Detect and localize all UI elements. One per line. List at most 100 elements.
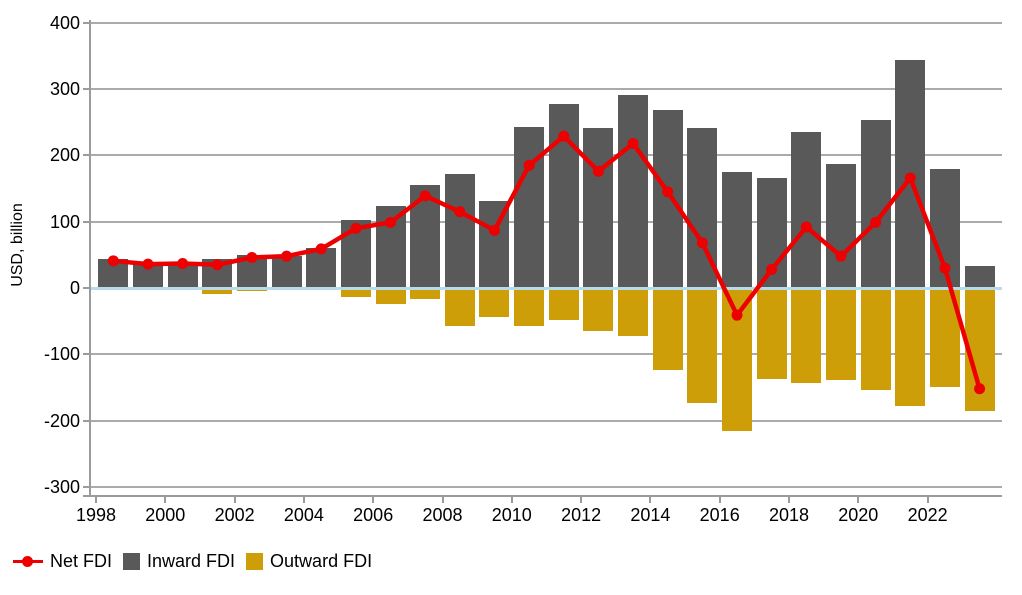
x-tick-mark-1998 [95,495,97,503]
legend-label-inward: Inward FDI [147,550,236,571]
y-axis-line [89,20,91,497]
legend-item-outward: Outward FDI [246,551,372,572]
x-tick-label-2006: 2006 [353,505,394,525]
outward-bar-2015 [687,288,718,404]
gridline--300 [90,485,1002,488]
legend-item-net: Net FDI [13,551,112,572]
net-fdi-point-2007 [419,190,431,202]
gridline-200 [90,154,1002,157]
x-tick-label-2012: 2012 [561,505,602,525]
y-tick-mark-0 [83,287,90,289]
outward-bar-2001 [202,288,233,294]
inward-fdi-swatch-icon [123,552,141,570]
net-fdi-point-2015 [696,237,708,249]
x-tick-label-2004: 2004 [283,505,324,525]
x-tick-mark-2020 [857,495,860,503]
net-fdi-point-2006 [385,216,397,228]
net-fdi-point-2000 [177,257,189,269]
y-tick-mark--200 [83,419,90,422]
x-tick-label-2018: 2018 [768,505,810,525]
y-tick-label-400: 400 [49,12,80,33]
y-tick-label-100: 100 [49,211,80,232]
net-fdi-point-2003 [281,250,293,262]
gridline-400 [90,21,1002,24]
zero-baseline [90,287,1002,290]
net-fdi-point-2009 [488,224,500,236]
outward-fdi-swatch-icon [246,552,264,570]
outward-bar-2013 [618,288,649,337]
net-fdi-point-1998 [107,255,119,267]
net-fdi-point-2001 [211,259,223,271]
x-tick-label-2020: 2020 [838,505,879,525]
net-fdi-point-2023 [974,383,986,395]
y-tick-mark-300 [83,88,90,91]
legend-label-net: Net FDI [50,550,113,571]
x-tick-mark-2022 [926,495,929,503]
x-tick-mark-2006 [372,495,375,503]
outward-bar-2019 [825,288,856,381]
outward-bar-2011 [548,288,579,320]
x-tick-mark-2010 [510,495,513,503]
chart-legend: Net FDI Inward FDI Outward FDI [13,550,372,572]
y-tick-label--100: -100 [43,344,80,365]
inward-bar-2008 [444,173,475,288]
x-tick-mark-2016 [718,495,721,503]
net-fdi-point-2014 [662,186,674,198]
outward-bar-2009 [479,288,510,318]
net-fdi-line-marker-icon [13,555,43,567]
inward-bar-2013 [618,95,649,288]
outward-bar-2018 [791,288,822,383]
net-fdi-point-2011 [558,130,570,142]
y-tick-mark--100 [83,353,90,356]
net-fdi-point-2002 [246,252,258,264]
outward-bar-2012 [583,288,614,332]
net-fdi-point-2021 [904,172,916,184]
outward-bar-2014 [652,288,683,370]
legend-label-outward: Outward FDI [270,550,373,571]
y-tick-label-300: 300 [49,79,80,100]
y-tick-mark-100 [83,220,90,223]
x-tick-label-2016: 2016 [699,505,740,525]
plot-area [90,20,1002,495]
inward-bar-2018 [791,132,822,288]
net-fdi-point-2005 [350,222,362,234]
net-fdi-line [107,130,986,395]
inward-bar-2023 [964,266,995,288]
net-fdi-point-2019 [835,250,847,262]
outward-bar-2017 [756,288,787,380]
gridline--100 [90,353,1002,356]
x-tick-label-2014: 2014 [630,505,671,525]
x-tick-label-2010: 2010 [491,505,532,525]
x-tick-label-2002: 2002 [214,505,255,525]
x-tick-mark-2018 [788,495,790,503]
x-tick-label-2008: 2008 [422,505,463,525]
x-tick-mark-2002 [233,495,236,503]
x-tick-mark-2012 [580,495,583,503]
net-fdi-point-2012 [592,165,604,177]
y-tick-mark-400 [83,21,90,24]
x-tick-mark-2014 [649,495,652,503]
inward-bar-2019 [825,164,856,288]
net-fdi-point-2004 [315,243,327,255]
outward-bar-2010 [514,288,545,327]
legend-item-inward: Inward FDI [123,551,235,572]
outward-bar-2020 [860,288,891,391]
gridline-100 [90,220,1002,223]
y-tick-label--200: -200 [43,410,80,431]
gridline--200 [90,419,1002,422]
outward-bar-2021 [895,288,926,406]
inward-bar-2020 [860,120,891,288]
net-fdi-point-2008 [454,206,466,218]
x-tick-mark-2004 [302,495,305,503]
net-fdi-point-2013 [627,137,639,149]
x-axis-line [83,495,1002,497]
outward-bar-2006 [375,288,406,304]
net-fdi-point-2020 [870,216,882,228]
y-tick-mark--300 [83,485,90,488]
outward-bar-2007 [410,288,441,300]
net-fdi-point-2022 [939,262,951,274]
net-fdi-point-2010 [523,159,535,171]
x-tick-label-2022: 2022 [907,505,948,525]
inward-bar-2012 [583,128,614,288]
